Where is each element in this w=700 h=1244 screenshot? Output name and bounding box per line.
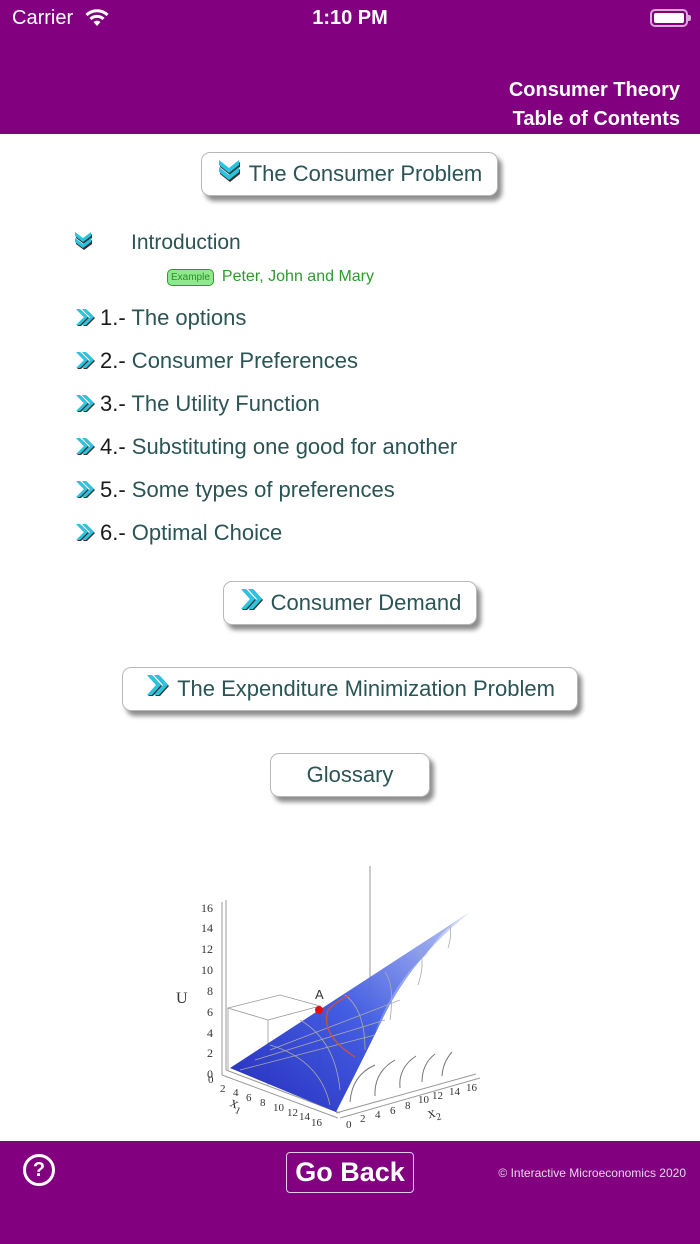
- page-title: Consumer Theory Table of Contents: [509, 76, 680, 134]
- svg-text:6: 6: [246, 1092, 252, 1104]
- toc-title: The Utility Function: [125, 391, 320, 416]
- title-line-2: Table of Contents: [512, 108, 680, 130]
- x2-axis-label: x2: [426, 1104, 443, 1126]
- toc-item-4[interactable]: 4.- Substituting one good for another: [74, 432, 457, 462]
- toc-number: 1.-: [100, 305, 126, 330]
- section-label: The Expenditure Minimization Problem: [177, 676, 555, 701]
- example-link[interactable]: Peter, John and Mary: [221, 268, 374, 285]
- footer-bar: ? Go Back © Interactive Microeconomics 2…: [0, 1141, 700, 1244]
- toc-item-3[interactable]: 3.- The Utility Function: [74, 389, 320, 419]
- svg-text:4: 4: [207, 1026, 213, 1040]
- toc-title: The options: [125, 305, 247, 330]
- toc-item-introduction[interactable]: Introduction: [131, 231, 241, 254]
- svg-text:2: 2: [360, 1113, 366, 1125]
- example-row[interactable]: Example Peter, John and Mary: [167, 268, 374, 286]
- toc-number: 4.-: [100, 434, 126, 459]
- chevron-double-right-icon: [147, 675, 170, 696]
- svg-text:4: 4: [233, 1087, 239, 1099]
- toc-item-5[interactable]: 5.- Some types of preferences: [74, 475, 395, 505]
- chevron-double-right-icon: [76, 395, 95, 412]
- svg-text:8: 8: [260, 1097, 266, 1109]
- svg-text:16: 16: [466, 1082, 478, 1094]
- go-back-button[interactable]: Go Back: [286, 1152, 414, 1193]
- chevron-double-right-icon: [76, 438, 95, 455]
- point-a-label: A: [315, 987, 324, 1002]
- toc-item-6[interactable]: 6.- Optimal Choice: [74, 518, 282, 548]
- example-badge: Example: [167, 268, 214, 286]
- svg-text:0: 0: [208, 1074, 214, 1086]
- chevron-double-right-icon: [76, 352, 95, 369]
- toc-number: 2.-: [100, 348, 126, 373]
- svg-text:8: 8: [405, 1100, 411, 1112]
- svg-text:6: 6: [207, 1005, 213, 1019]
- toc-title: Consumer Preferences: [125, 348, 359, 373]
- toc-title: Optimal Choice: [125, 520, 283, 545]
- svg-text:0: 0: [207, 1067, 213, 1081]
- glossary-label: Glossary: [306, 762, 394, 787]
- section-label: The Consumer Problem: [248, 161, 483, 186]
- svg-text:12: 12: [287, 1107, 298, 1119]
- svg-text:10: 10: [273, 1102, 285, 1114]
- svg-text:10: 10: [418, 1094, 430, 1106]
- z-axis-label: U: [176, 990, 188, 1007]
- chevron-double-down-icon: [218, 160, 240, 182]
- clock: 1:10 PM: [312, 7, 388, 29]
- svg-text:14: 14: [299, 1111, 311, 1123]
- carrier-label: Carrier: [12, 7, 74, 29]
- svg-text:2: 2: [207, 1046, 213, 1060]
- toc-item-2[interactable]: 2.- Consumer Preferences: [74, 346, 358, 376]
- title-line-1: Consumer Theory: [508, 79, 680, 101]
- svg-text:2: 2: [220, 1083, 226, 1095]
- toc-number: 3.-: [100, 391, 126, 416]
- svg-text:12: 12: [201, 942, 213, 956]
- chevron-double-right-icon: [240, 589, 263, 610]
- x1-axis-label: x1: [226, 1095, 245, 1118]
- svg-text:10: 10: [201, 963, 213, 977]
- toc-item-1[interactable]: 1.- The options: [74, 303, 246, 333]
- toc-title: Some types of preferences: [125, 477, 395, 502]
- svg-text:14: 14: [201, 921, 213, 935]
- question-mark-icon: ?: [32, 1158, 46, 1181]
- header-bar: Carrier 1:10 PM Consumer Theory Table of…: [0, 0, 700, 134]
- utility-surface-illustration: A 0 2 4 6 8 10 12 14 16 U 0 2 4 6 8 10 1…: [176, 866, 481, 1131]
- svg-text:0: 0: [346, 1119, 352, 1131]
- copyright-text: © Interactive Microeconomics 2020: [498, 1166, 686, 1180]
- battery-full-icon: [650, 9, 691, 27]
- svg-text:8: 8: [207, 984, 213, 998]
- x2-axis-ticks: 0 2 4 6 8 10 12 14 16: [346, 1082, 478, 1131]
- section-consumer-demand-button[interactable]: Consumer Demand: [223, 581, 477, 625]
- glossary-button[interactable]: Glossary: [270, 753, 430, 797]
- section-expenditure-minimization-button[interactable]: The Expenditure Minimization Problem: [122, 667, 578, 711]
- z-axis-ticks: 0 2 4 6 8 10 12 14 16: [201, 901, 213, 1081]
- svg-text:6: 6: [390, 1105, 396, 1117]
- svg-text:14: 14: [449, 1086, 461, 1098]
- toc-number: 5.-: [100, 477, 126, 502]
- chevron-double-right-icon: [76, 481, 95, 498]
- section-consumer-problem-button[interactable]: The Consumer Problem: [201, 152, 498, 196]
- toc-title: Substituting one good for another: [125, 434, 458, 459]
- x1-axis-ticks: 0 2 4 6 8 10 12 14 16: [208, 1074, 323, 1129]
- wifi-icon: [85, 9, 109, 26]
- help-button[interactable]: ?: [23, 1154, 55, 1186]
- svg-text:12: 12: [432, 1090, 443, 1102]
- svg-text:4: 4: [375, 1109, 381, 1121]
- status-bar: Carrier 1:10 PM: [0, 0, 700, 36]
- svg-text:16: 16: [311, 1117, 323, 1129]
- chevron-double-down-icon: [75, 232, 92, 250]
- chevron-double-right-icon: [76, 309, 95, 326]
- section-label: Consumer Demand: [270, 590, 462, 615]
- svg-text:16: 16: [201, 901, 213, 915]
- chevron-double-right-icon: [76, 524, 95, 541]
- toc-number: 6.-: [100, 520, 126, 545]
